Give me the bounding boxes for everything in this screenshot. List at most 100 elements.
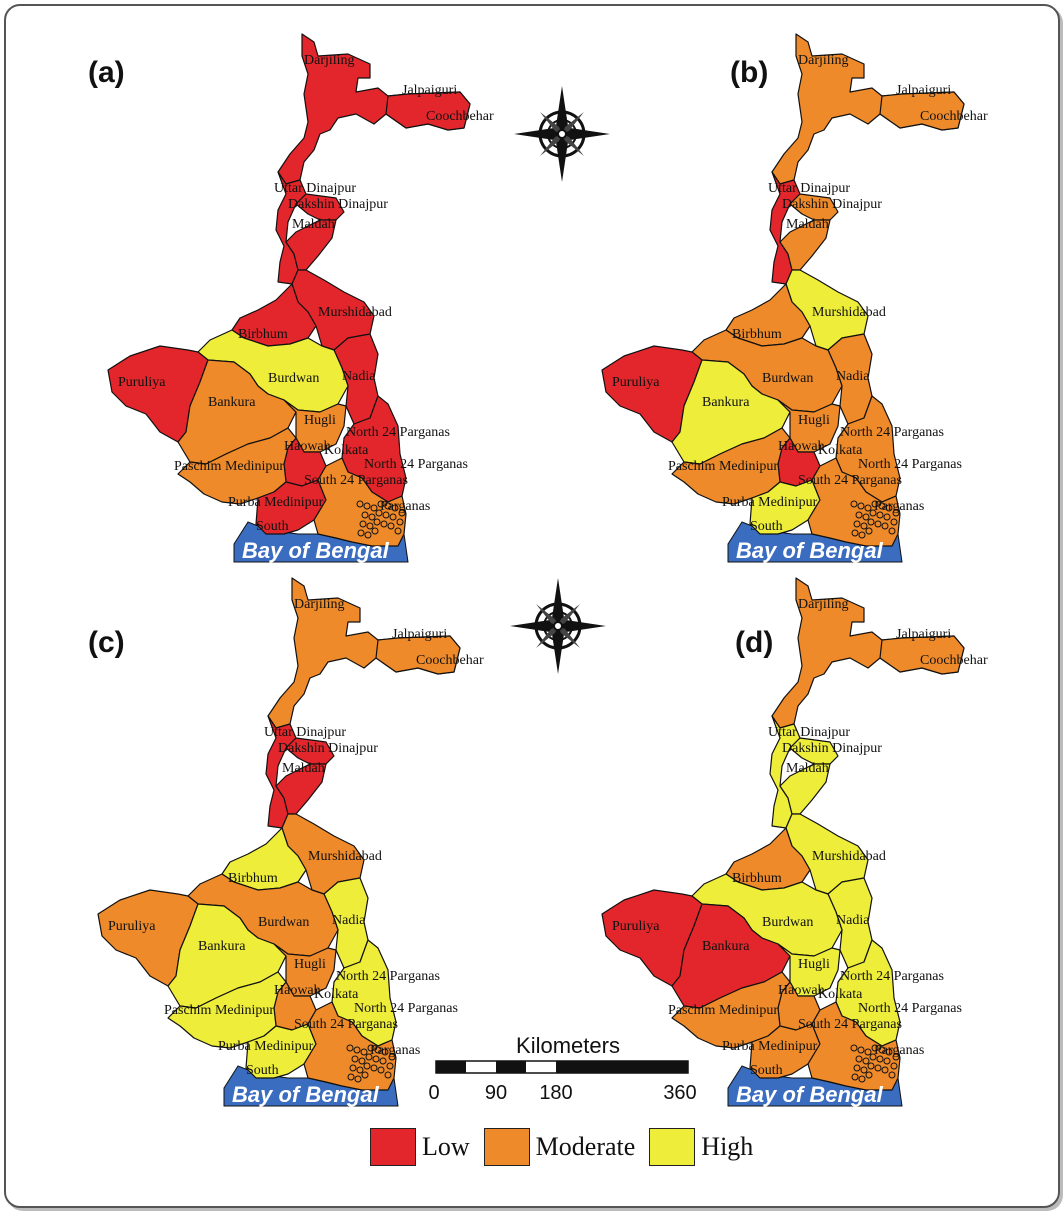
delta-islet xyxy=(372,1055,380,1063)
scale-title: Kilometers xyxy=(516,1033,620,1058)
delta-islet xyxy=(876,1055,884,1063)
district-label-burdwan: Burdwan xyxy=(268,371,319,386)
delta-islet xyxy=(890,518,898,526)
delta-islet xyxy=(357,529,365,537)
district-label-hugli: Hugli xyxy=(798,957,830,972)
district-label-hugli: Hugli xyxy=(798,413,830,428)
delta-islet xyxy=(356,1066,364,1074)
delta-islet xyxy=(869,509,877,517)
delta-islet xyxy=(890,1062,898,1070)
district-label-burdwan: Burdwan xyxy=(762,371,813,386)
delta-islet xyxy=(396,518,404,526)
delta-islet xyxy=(892,1053,900,1061)
delta-islet xyxy=(363,502,371,510)
district-label-south24: South 24 Parganas xyxy=(294,1017,398,1032)
district-label-bankura: Bankura xyxy=(198,939,246,954)
delta-islet xyxy=(356,500,364,508)
district-label-birbhum: Birbhum xyxy=(732,871,782,886)
panel-label-d: (d) xyxy=(735,626,774,659)
delta-islet xyxy=(374,1046,382,1054)
panel-label-a: (a) xyxy=(88,56,125,89)
district-label-murshidabad: Murshidabad xyxy=(812,305,886,320)
district-label-howrah: Haowah xyxy=(274,983,321,998)
legend-swatch-high xyxy=(649,1128,696,1166)
delta-islet xyxy=(853,520,861,528)
map-panel-a: Darjiling Jalpaiguri Coochbehar Uttar Dinaj… xyxy=(107,33,494,563)
delta-islet xyxy=(349,1064,357,1072)
legend-item-low: Low xyxy=(370,1128,470,1166)
delta-islet xyxy=(347,1073,355,1081)
district-label-birbhum: Birbhum xyxy=(238,327,288,342)
delta-islet xyxy=(862,1057,870,1065)
district-label-murshidabad: Murshidabad xyxy=(318,305,392,320)
district-purba xyxy=(255,479,327,535)
delta-islet xyxy=(855,511,863,519)
district-label-purba: Purba Medinipur xyxy=(228,495,324,510)
delta-islet xyxy=(883,1057,891,1065)
map-panel-c: Darjiling Jalpaiguri Coochbehar Uttar Dinaj… xyxy=(97,577,484,1107)
district-label-south24: South 24 Parganas xyxy=(304,473,408,488)
delta-islet xyxy=(377,500,385,508)
bay-of-bengal-label: Bay of Bengal xyxy=(232,1082,380,1107)
delta-islet xyxy=(888,527,896,535)
delta-islet xyxy=(387,522,395,530)
district-label-south24b: Parganas xyxy=(380,499,430,514)
delta-islet xyxy=(384,1071,392,1079)
district-label-south24: South 24 Parganas xyxy=(798,473,902,488)
delta-islet xyxy=(888,1071,896,1079)
district-label-maldah: Maldah xyxy=(786,761,829,776)
district-label-coochbehar: Coochbehar xyxy=(920,109,988,124)
delta-islet xyxy=(874,1064,882,1072)
delta-islet xyxy=(346,1044,354,1052)
delta-islet xyxy=(375,509,383,517)
district-purba xyxy=(749,479,821,535)
map-panel-b: Darjiling Jalpaiguri Coochbehar Uttar Dinaj… xyxy=(601,33,988,563)
scale-tick-360: 360 xyxy=(663,1082,696,1104)
delta-islet xyxy=(867,518,875,526)
legend-swatch-moderate xyxy=(483,1128,530,1166)
district-label-birbhum: Birbhum xyxy=(228,871,278,886)
district-label-puruliya: Puruliya xyxy=(612,919,660,934)
delta-islet xyxy=(364,531,372,539)
delta-islet xyxy=(857,502,865,510)
district-paschim xyxy=(177,427,297,505)
compass-rose-icon xyxy=(514,86,610,182)
delta-islet xyxy=(367,1044,375,1052)
legend: Low Moderate High xyxy=(370,1128,759,1166)
delta-islet xyxy=(871,500,879,508)
district-label-nadia: Nadia xyxy=(836,369,870,384)
delta-islet xyxy=(398,509,406,517)
delta-islet xyxy=(382,511,390,519)
delta-islet xyxy=(358,1057,366,1065)
district-label-north24a: North 24 Parganas xyxy=(840,425,944,440)
delta-islet xyxy=(394,527,402,535)
district-purba xyxy=(749,1023,821,1079)
district-label-kolkata: Kolkata xyxy=(314,987,359,1002)
delta-islet xyxy=(361,511,369,519)
delta-islet xyxy=(379,1057,387,1065)
delta-islet xyxy=(858,531,866,539)
district-label-paschim: Paschim Medinipur xyxy=(668,459,778,474)
district-cooch xyxy=(375,635,461,675)
delta-islet xyxy=(388,1053,396,1061)
district-maldah xyxy=(779,219,831,271)
delta-islet xyxy=(878,502,886,510)
district-label-kolkata: Kolkata xyxy=(818,987,863,1002)
district-label-maldah: Maldah xyxy=(786,217,829,232)
delta-islet xyxy=(366,522,374,530)
district-south24 xyxy=(807,457,901,547)
district-label-north24a: North 24 Parganas xyxy=(840,969,944,984)
district-label-burdwan: Burdwan xyxy=(258,915,309,930)
delta-islet xyxy=(370,504,378,512)
district-label-darjiling: Darjiling xyxy=(798,597,849,612)
legend-label-high: High xyxy=(701,1132,754,1161)
district-label-puruliya: Puruliya xyxy=(118,375,166,390)
district-label-nadia: Nadia xyxy=(332,913,366,928)
district-label-maldah: Maldah xyxy=(292,217,335,232)
delta-islet xyxy=(881,522,889,530)
delta-islet xyxy=(860,1066,868,1074)
delta-islet xyxy=(353,1046,361,1054)
district-label-darjiling: Darjiling xyxy=(304,53,355,68)
district-cooch xyxy=(385,91,471,131)
delta-islet xyxy=(867,1062,875,1070)
